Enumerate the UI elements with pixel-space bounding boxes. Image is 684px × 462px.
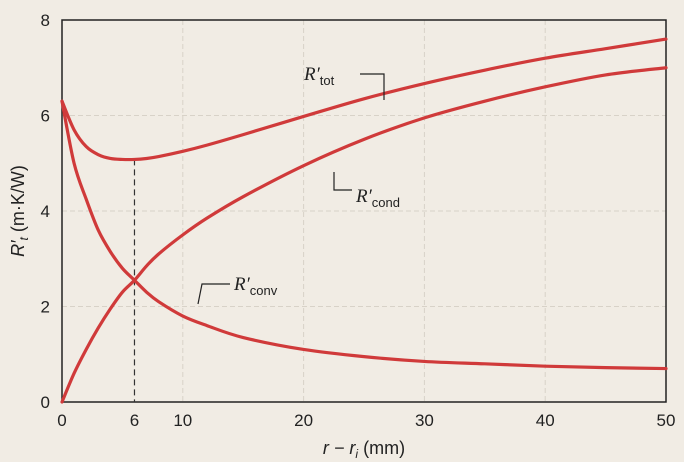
plot-area-frame <box>61 19 667 403</box>
curve-labels: R′tot R′cond R′conv <box>197 64 400 305</box>
series-line-tot <box>60 37 668 162</box>
x-tick-label: 20 <box>294 411 313 430</box>
y-tick-label: 8 <box>41 11 50 30</box>
x-tick-label: 50 <box>657 411 676 430</box>
x-tick-label: 0 <box>57 411 66 430</box>
grid <box>62 20 666 402</box>
curve-label-conv: R′conv <box>233 274 278 298</box>
curve-label-leader <box>197 283 230 305</box>
y-tick-label: 0 <box>41 393 50 412</box>
x-tick-label: 40 <box>536 411 555 430</box>
series-group <box>60 37 668 404</box>
curve-label-leader <box>360 73 385 100</box>
y-tick-label: 2 <box>41 298 50 317</box>
series-line-conv <box>60 99 668 371</box>
x-tick-label: 6 <box>130 411 139 430</box>
curve-label-cond: R′cond <box>355 186 400 210</box>
x-tick-label: 30 <box>415 411 434 430</box>
y-tick-label: 4 <box>41 202 50 221</box>
series-line-cond <box>60 66 668 404</box>
curve-label-leader <box>333 172 352 191</box>
y-axis-title: R′t (m·K/W) <box>8 165 31 257</box>
x-tick-label: 10 <box>173 411 192 430</box>
tick-labels: 0 6 10 20 30 40 50 0 2 4 6 8 <box>41 11 676 430</box>
y-tick-label: 6 <box>41 107 50 126</box>
x-axis-title: r − ri (mm) <box>323 438 405 461</box>
curve-label-tot: R′tot <box>303 64 335 88</box>
